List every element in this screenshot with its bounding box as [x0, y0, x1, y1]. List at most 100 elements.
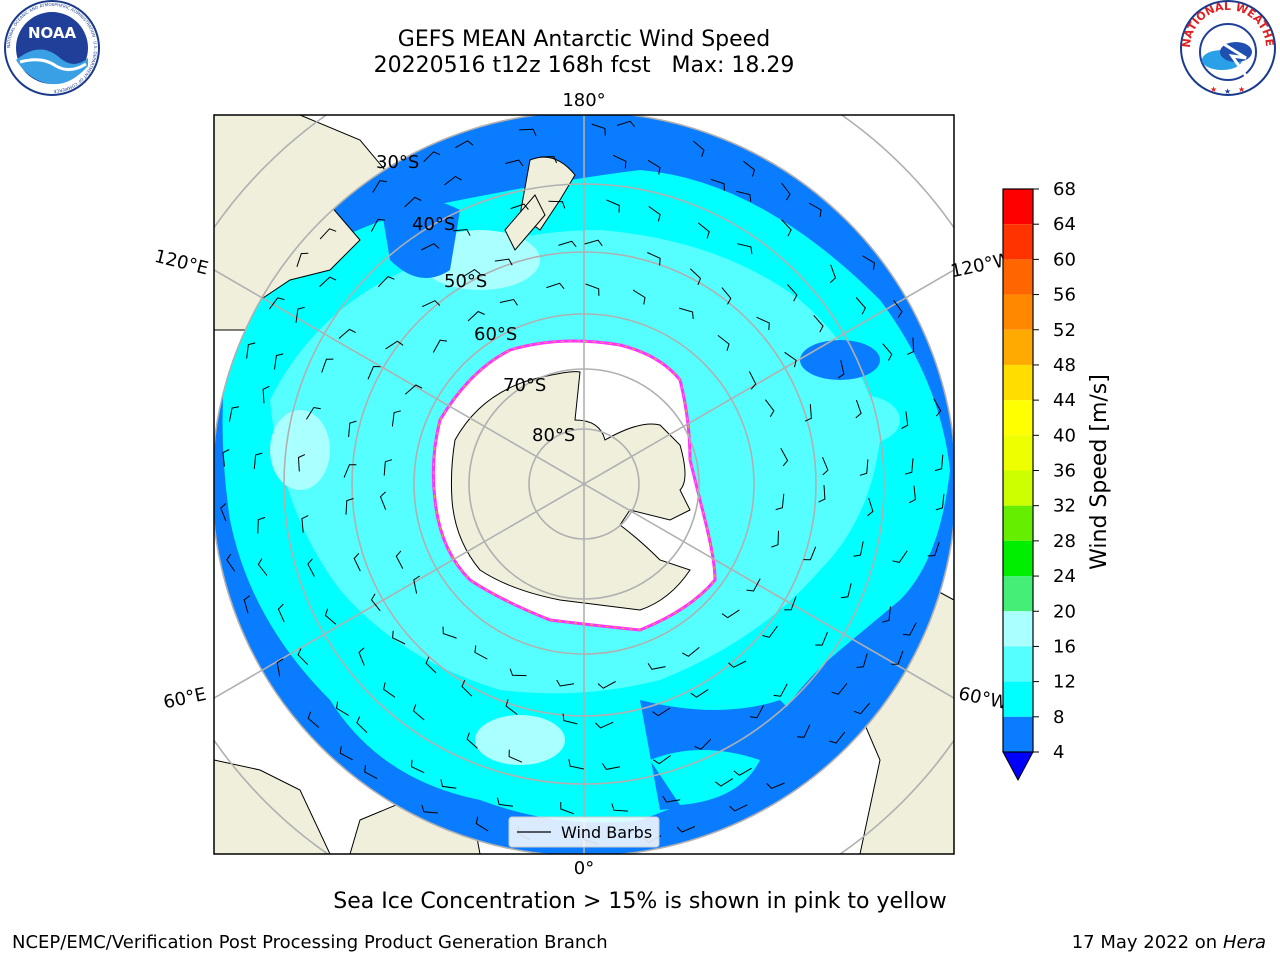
wind-barb [933, 398, 942, 417]
colorbar-bin [1003, 435, 1033, 471]
wind-barb [297, 454, 306, 472]
wind-barbs-legend: Wind Barbs [508, 816, 660, 848]
wind-barb [585, 283, 600, 296]
wind-barb [228, 406, 240, 422]
chart-title: GEFS MEAN Antarctic Wind Speed [397, 27, 771, 52]
wind-barb [505, 699, 518, 715]
colorbar-tick-label: 44 [1053, 390, 1076, 411]
wind-barb [432, 339, 448, 353]
wind-barb [391, 410, 401, 427]
lat-label-80s: 80°S [532, 425, 575, 446]
wind-barb [466, 732, 478, 749]
wind-barb [902, 622, 917, 636]
wind-barb [584, 239, 603, 247]
lon-label-180: 180° [562, 90, 605, 111]
wind-barb [421, 804, 438, 814]
wind-barb [813, 315, 824, 333]
svg-text:NOAA: NOAA [28, 24, 77, 42]
wind-barb [392, 630, 406, 645]
lat-label-50s: 50°S [444, 271, 487, 292]
wind-barb [404, 196, 422, 208]
wind-barb [647, 663, 666, 670]
colorbar-bin [1003, 259, 1033, 295]
wind-barb [336, 701, 349, 716]
wind-barb [756, 316, 770, 331]
wind-barb [803, 546, 817, 561]
wind-barb [721, 287, 732, 305]
wind-barb [781, 182, 791, 201]
lat-label-30s: 30°S [376, 152, 419, 173]
wind-barb [508, 749, 523, 763]
wind-barb [338, 328, 356, 339]
wind-barb [377, 276, 395, 288]
lat-label-60s: 60°S [474, 324, 517, 345]
wind-barb [934, 454, 944, 472]
wind-barb [356, 716, 368, 733]
wind-barb [743, 160, 756, 177]
colorbar-tick-label: 20 [1053, 601, 1076, 622]
colorbar-tick-label: 56 [1053, 285, 1076, 306]
wind-barb [560, 801, 575, 815]
wind-barb [780, 448, 789, 467]
colorbar-tick-label: 16 [1053, 636, 1076, 657]
wind-barb [262, 385, 270, 404]
wind-barb [787, 284, 798, 302]
wind-barb [462, 268, 481, 278]
map-frame [213, 114, 955, 855]
wind-barb [728, 660, 747, 668]
wind-barb [749, 705, 765, 719]
wind-barb [421, 243, 440, 251]
wind-barb [882, 606, 891, 623]
wind-barb [796, 724, 811, 738]
wind-barb [367, 365, 381, 380]
noaa-logo: NOAA NATIONAL OCEANIC AND ATMOSPHERIC AD… [4, 0, 100, 96]
colorbar-tick-label: 60 [1053, 249, 1076, 270]
wind-barb [853, 541, 864, 557]
wind-barb [721, 609, 740, 619]
wind-barb [494, 258, 513, 266]
wind-barb [632, 289, 646, 305]
wind-barb [455, 140, 474, 149]
wind-barb [855, 297, 867, 315]
colorbar-label: Wind Speed [m/s] [1087, 374, 1112, 570]
lon-label-120e: 120°E [152, 246, 210, 280]
wind-barb [616, 120, 635, 128]
sea-ice-caption: Sea Ice Concentration > 15% is shown in … [333, 889, 947, 914]
wind-barb [305, 406, 321, 420]
wind-barb [442, 626, 457, 639]
svg-text:★: ★ [1224, 87, 1231, 96]
colorbar-bin [1003, 400, 1033, 436]
wind-barb [606, 199, 620, 213]
wind-barb [647, 159, 661, 175]
wind-barb [679, 307, 694, 320]
wind-barb [474, 645, 488, 660]
wind-barb [697, 222, 710, 239]
colorbar-bin [1003, 189, 1033, 225]
graticule [214, 115, 954, 854]
footer-host: Hera [1222, 932, 1266, 953]
wind-barb [425, 656, 437, 674]
wind-barb [837, 360, 845, 379]
colorbar-tick-label: 36 [1053, 461, 1076, 482]
colorbar-tick-label: 24 [1053, 566, 1076, 587]
wind-barb [653, 755, 671, 765]
lon-label-60w: 60°W [957, 683, 1010, 714]
wind-barb [539, 155, 558, 164]
wind-barb [558, 240, 577, 248]
wind-barb [257, 558, 268, 576]
wind-barb [882, 343, 893, 361]
wind-barb [324, 608, 337, 625]
wind-barb [652, 707, 671, 717]
meridian-60e-120w [214, 269, 954, 699]
wind-barb [220, 503, 227, 522]
wind-barb [935, 493, 945, 511]
lon-label-60e: 60°E [162, 684, 209, 714]
wind-barb [808, 202, 822, 217]
wind-barb [829, 731, 846, 744]
wind-barb [784, 596, 797, 611]
wind-barb [715, 778, 734, 787]
wind-barb [595, 721, 614, 729]
wind-barb [461, 679, 473, 697]
wind-barb [505, 159, 524, 167]
colorbar-bin [1003, 364, 1033, 401]
